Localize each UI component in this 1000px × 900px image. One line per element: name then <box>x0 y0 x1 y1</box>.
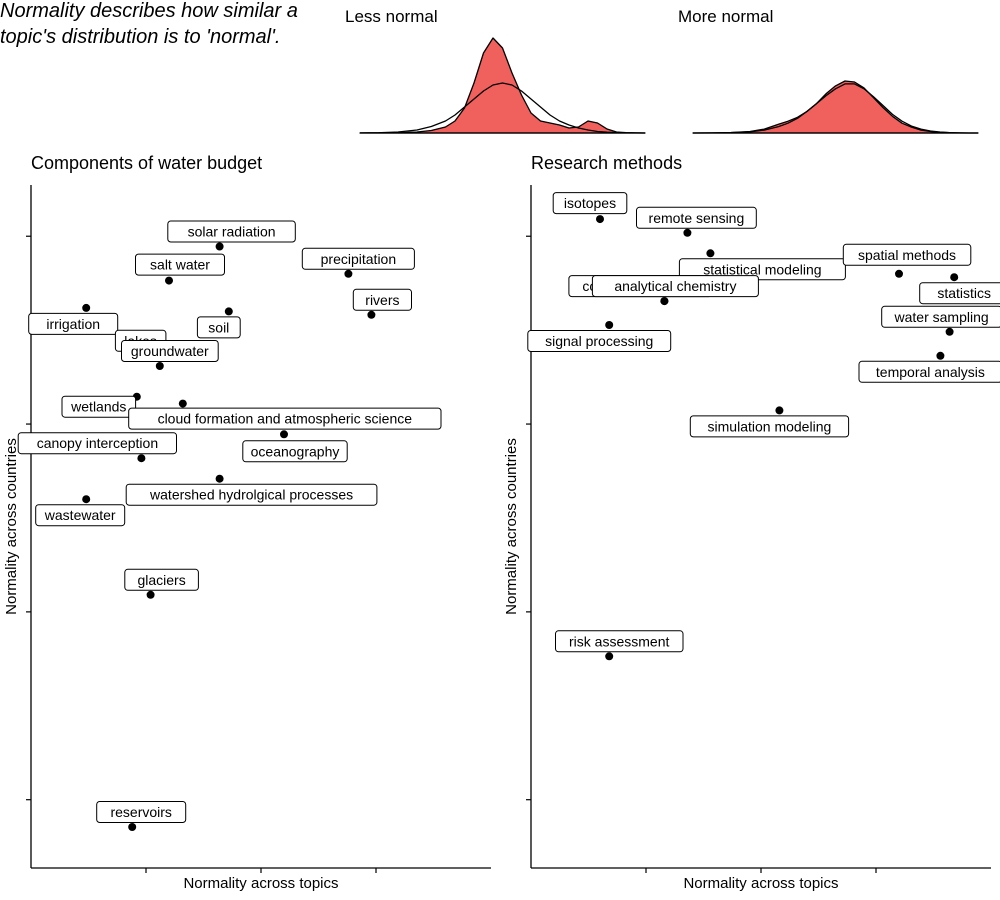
data-point <box>280 430 288 439</box>
data-point <box>706 249 715 258</box>
point-label-box <box>689 415 850 438</box>
data-point <box>660 297 669 306</box>
point-label: glaciers <box>137 572 185 588</box>
data-point <box>215 474 224 483</box>
data-point <box>683 228 692 237</box>
normal-reference-curve <box>692 83 978 134</box>
density-title: Less normal <box>345 7 438 26</box>
point-label-box <box>121 340 219 362</box>
point-label-box <box>527 330 672 352</box>
data-point <box>178 399 187 408</box>
data-point <box>224 307 233 316</box>
data-point <box>950 273 959 282</box>
point-label: analytical chemistry <box>614 278 736 294</box>
data-point <box>596 215 604 224</box>
point-label: water sampling <box>894 309 989 325</box>
data-point <box>367 310 376 319</box>
data-point <box>82 303 91 312</box>
point-label: statistics <box>937 285 991 301</box>
point-label: oceanography <box>251 443 340 459</box>
point-label: reservoirs <box>110 804 171 820</box>
point-label-box <box>858 360 1000 383</box>
data-point <box>215 242 224 251</box>
point-label-box <box>35 504 126 527</box>
x-axis-label: Normality across topics <box>183 875 338 892</box>
data-point <box>165 276 173 285</box>
data-point <box>344 269 353 278</box>
data-point <box>137 454 146 463</box>
point-label: remote sensing <box>649 210 745 226</box>
point-label-box <box>124 568 199 591</box>
y-axis-label: Normality across countries <box>3 438 20 615</box>
point-label-box <box>881 305 1000 328</box>
point-label-box <box>61 395 137 418</box>
point-label-box <box>678 258 846 281</box>
point-label-box <box>591 275 759 298</box>
data-point <box>605 321 614 329</box>
point-label-box <box>242 440 348 463</box>
data-point <box>775 406 784 415</box>
point-label-box <box>96 801 187 823</box>
point-label-box <box>352 288 412 311</box>
point-label: simulation modeling <box>708 418 832 434</box>
point-label: watershed hydrolgical processes <box>149 487 353 503</box>
point-label: risk assessment <box>569 633 669 649</box>
point-label: temporal analysis <box>876 364 985 380</box>
data-point <box>146 590 155 599</box>
x-axis-label: Normality across topics <box>683 875 838 892</box>
point-label: cloud formation and atmospheric science <box>158 411 413 427</box>
point-label: irrigation <box>46 316 100 332</box>
data-point <box>895 269 903 278</box>
point-label: salt water <box>150 257 210 273</box>
point-label-box <box>636 206 757 229</box>
point-label: canopy interception <box>37 435 158 451</box>
data-point <box>82 495 91 504</box>
point-label: wetlands <box>70 399 126 415</box>
topic-density-area <box>359 37 646 134</box>
point-label: wastewater <box>44 507 116 523</box>
point-label-box <box>28 312 119 335</box>
scatter-panel-components-of-water-budget: Components of water budget Normality acro… <box>3 153 491 892</box>
data-point <box>155 362 164 370</box>
point-label: precipitation <box>321 251 397 267</box>
point-label-box <box>301 247 415 270</box>
data-point <box>945 327 954 336</box>
point-label-box <box>842 243 972 266</box>
point-label: rivers <box>365 292 399 308</box>
point-label: soil <box>208 319 229 335</box>
point-label-box <box>135 253 225 276</box>
point-label: spatial methods <box>858 247 956 263</box>
point-label-box <box>125 483 378 506</box>
panel-title: Research methods <box>531 153 682 173</box>
point-label-box <box>128 407 442 430</box>
point-label-box <box>555 630 684 653</box>
normal-reference-curve <box>359 82 646 134</box>
point-label-box <box>919 282 1000 305</box>
scatter-panel-research-methods: Research methods Normality across topics N… <box>503 153 1000 892</box>
y-axis-label: Normality across countries <box>503 438 520 615</box>
panel-title: Components of water budget <box>31 153 262 173</box>
point-label: groundwater <box>131 343 209 359</box>
point-label: signal processing <box>545 333 653 349</box>
density-title: More normal <box>678 7 773 26</box>
point-label-box <box>167 220 296 243</box>
explanatory-note: Normality describes how similar a topic'… <box>0 0 298 48</box>
density-panel-less-normal: Less normal <box>345 7 646 134</box>
point-label-box <box>552 192 628 215</box>
data-point <box>936 351 945 360</box>
point-label: isotopes <box>564 195 616 211</box>
data-point <box>128 823 137 831</box>
data-point <box>605 652 614 661</box>
point-label-box <box>196 316 241 339</box>
density-panel-more-normal: More normal <box>678 7 979 134</box>
point-label-box <box>17 432 178 455</box>
point-label: solar radiation <box>188 224 276 240</box>
point-label: statistical modeling <box>703 261 821 277</box>
